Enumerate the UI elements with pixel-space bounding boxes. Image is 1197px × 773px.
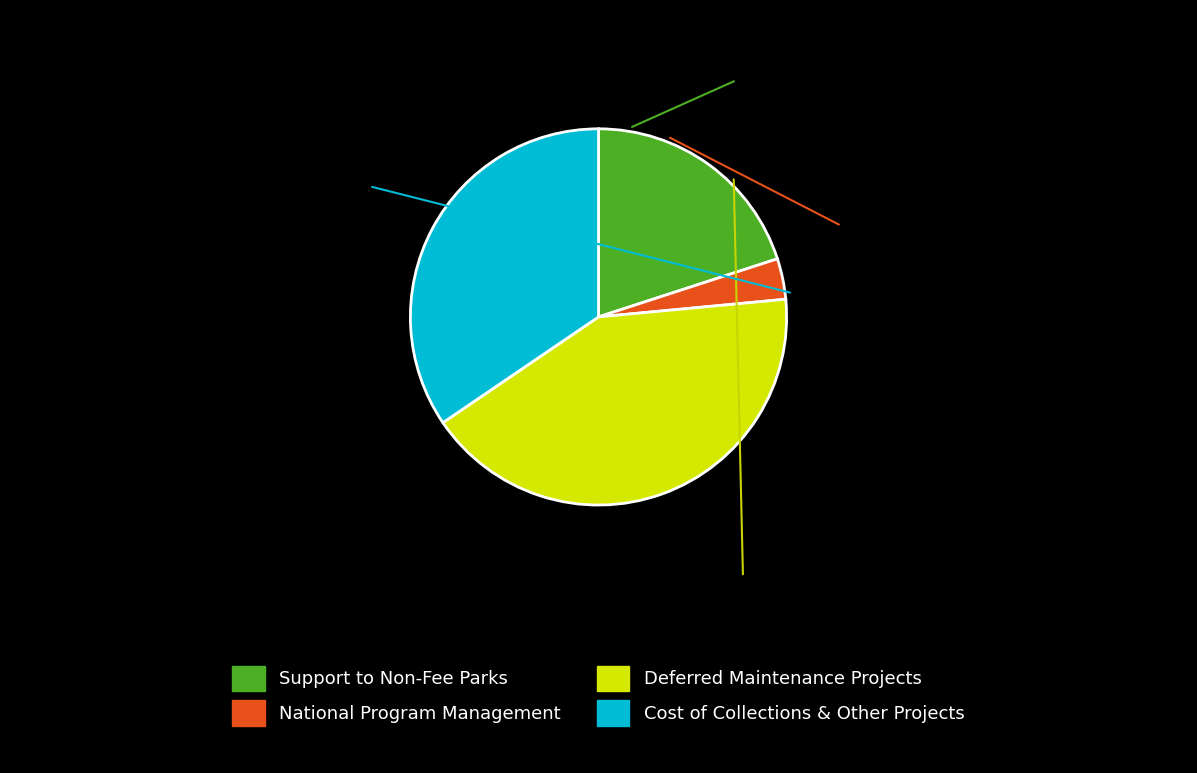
Text: 42.0%: 42.0% [707, 179, 779, 597]
Wedge shape [443, 299, 786, 505]
Wedge shape [598, 129, 777, 317]
Wedge shape [411, 129, 598, 423]
Legend: Support to Non-Fee Parks, National Program Management, Deferred Maintenance Proj: Support to Non-Fee Parks, National Progr… [224, 656, 973, 735]
Text: 20.0%: 20.0% [632, 59, 798, 127]
Text: 3.5%: 3.5% [670, 138, 893, 247]
Text: 34.5%: 34.5% [297, 167, 790, 293]
Wedge shape [598, 259, 785, 317]
